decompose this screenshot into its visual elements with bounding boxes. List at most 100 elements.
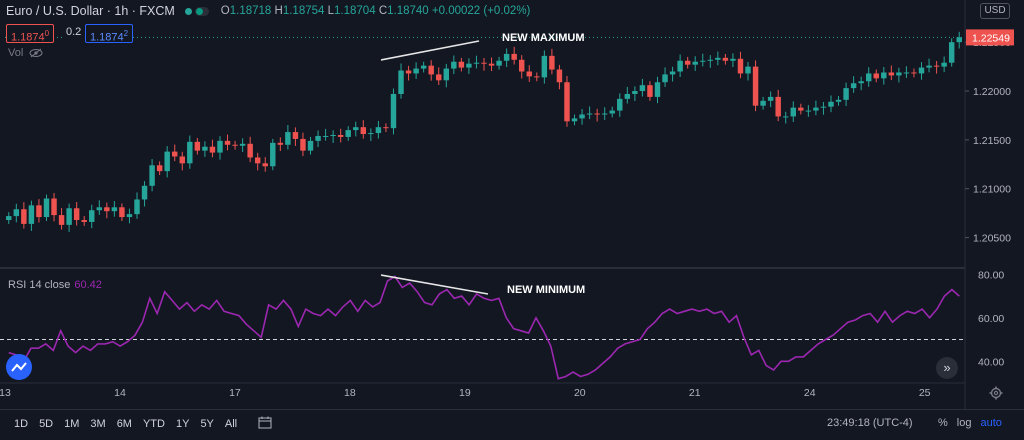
- candle-body: [473, 62, 480, 64]
- gear-icon[interactable]: [989, 386, 1003, 400]
- candle-body: [760, 100, 766, 106]
- price-tick-label: 1.20500: [973, 233, 1011, 245]
- range-button-3m[interactable]: 3M: [90, 418, 106, 430]
- log-scale-button[interactable]: log: [956, 417, 972, 429]
- rsi-pane: [0, 275, 965, 380]
- candle-body: [700, 60, 706, 62]
- range-button-6m[interactable]: 6M: [116, 418, 132, 430]
- candle-body: [43, 198, 50, 218]
- rsi-tick-label: 80.00: [978, 269, 1004, 281]
- auto-scale-button[interactable]: auto: [980, 417, 1002, 429]
- candle-body: [202, 146, 208, 151]
- range-buttons: 1D 5D 1M 3M 6M YTD 1Y 5Y All: [14, 418, 248, 430]
- candle-body: [594, 113, 600, 115]
- candle-body: [813, 107, 819, 111]
- bottom-toolbar: 1D 5D 1M 3M 6M YTD 1Y 5Y All 23:49:18 (UTC-4) % …: [0, 409, 1024, 440]
- range-button-1d[interactable]: 1D: [14, 418, 29, 430]
- time-tick-label: 21: [689, 387, 701, 399]
- candle-body: [647, 85, 653, 97]
- range-button-1m[interactable]: 1M: [64, 418, 80, 430]
- candle-body: [722, 57, 729, 61]
- change-value: +0.00022 (+0.02%): [431, 5, 531, 17]
- candle-body: [232, 144, 238, 146]
- candle-body: [579, 114, 585, 119]
- percent-scale-button[interactable]: %: [938, 417, 948, 429]
- symbol-title[interactable]: Euro / U.S. Dollar · 1h · FXCM: [6, 4, 175, 18]
- candle-body: [141, 185, 148, 200]
- rsi-tick-label: 60.00: [978, 313, 1004, 325]
- candle-body: [209, 146, 216, 153]
- candle-body: [624, 93, 631, 99]
- candle-body: [752, 66, 759, 106]
- candle-body: [89, 210, 95, 222]
- candle-body: [662, 74, 668, 83]
- high-label: H: [274, 5, 283, 17]
- candle-body: [632, 91, 638, 94]
- candle-body: [353, 127, 359, 131]
- candle-body: [436, 74, 442, 81]
- range-button-5d[interactable]: 5D: [39, 418, 54, 430]
- candle-body: [81, 219, 87, 222]
- range-button-1y[interactable]: 1Y: [175, 418, 190, 430]
- buy-price: 1.1874: [90, 31, 124, 44]
- candle-body: [677, 60, 683, 72]
- candle-body: [368, 133, 374, 135]
- candle-body: [194, 141, 201, 151]
- candle-body: [654, 82, 661, 97]
- time-tick-label: 18: [344, 387, 356, 399]
- candle-body: [850, 83, 857, 89]
- max-trend-line: [380, 40, 480, 61]
- candle-body: [881, 72, 887, 79]
- candle-body: [383, 127, 389, 129]
- buy-button[interactable]: 1.18742: [85, 24, 134, 44]
- volume-legend: Vol: [8, 47, 43, 59]
- candle-body: [322, 135, 329, 137]
- candle-body: [239, 143, 246, 146]
- candle-body: [285, 132, 291, 145]
- data-status-toggle[interactable]: [194, 6, 209, 16]
- time-tick-label: 24: [804, 387, 816, 399]
- time-tick-label: 14: [114, 387, 126, 399]
- buy-price-sup: 2: [123, 29, 129, 38]
- candle-body: [466, 63, 472, 68]
- candle-body: [443, 68, 449, 81]
- forward-icon[interactable]: »: [936, 357, 958, 379]
- currency-button[interactable]: USD: [980, 3, 1010, 19]
- candle-body: [337, 135, 344, 137]
- candle-body: [896, 72, 902, 76]
- candle-body: [534, 76, 540, 78]
- candle-body: [669, 71, 676, 75]
- candle-body: [783, 116, 789, 118]
- axes: 1.205001.210001.215001.220001.2250040.00…: [0, 29, 1014, 399]
- calendar-icon[interactable]: [258, 416, 272, 429]
- range-button-all[interactable]: All: [224, 418, 238, 430]
- eye-off-icon[interactable]: [29, 48, 43, 58]
- ohlc-values: O1.18718 H1.18754 L1.18704 C1.18740 +0.0…: [221, 5, 531, 17]
- low-label: L: [327, 5, 335, 17]
- last-price-box: [966, 29, 1014, 46]
- chart-header: Euro / U.S. Dollar · 1h · FXCM O1.18718 …: [6, 2, 530, 20]
- candle-body: [684, 60, 691, 65]
- candle-body: [737, 58, 744, 74]
- candle-body: [164, 151, 170, 172]
- candle-body: [888, 72, 895, 76]
- candle-body: [21, 209, 27, 224]
- range-button-ytd[interactable]: YTD: [142, 418, 165, 430]
- candle-body: [96, 207, 103, 211]
- sell-button[interactable]: 1.18740: [6, 24, 55, 44]
- candle-body: [224, 140, 231, 145]
- candle-body: [556, 69, 563, 83]
- price-tick-label: 1.22000: [973, 86, 1011, 98]
- candle-body: [51, 198, 57, 216]
- candle-body: [126, 214, 133, 218]
- range-button-5y[interactable]: 5Y: [200, 418, 214, 430]
- candle-body: [511, 53, 517, 60]
- open-label: O: [220, 5, 230, 17]
- annotations: NEW MAXIMUM NEW MINIMUM: [380, 32, 585, 296]
- low-value: 1.18704: [334, 5, 376, 17]
- candle-body: [451, 61, 457, 69]
- close-label: C: [378, 5, 388, 17]
- candle-body: [820, 106, 827, 108]
- tradingview-logo-icon[interactable]: [6, 354, 32, 380]
